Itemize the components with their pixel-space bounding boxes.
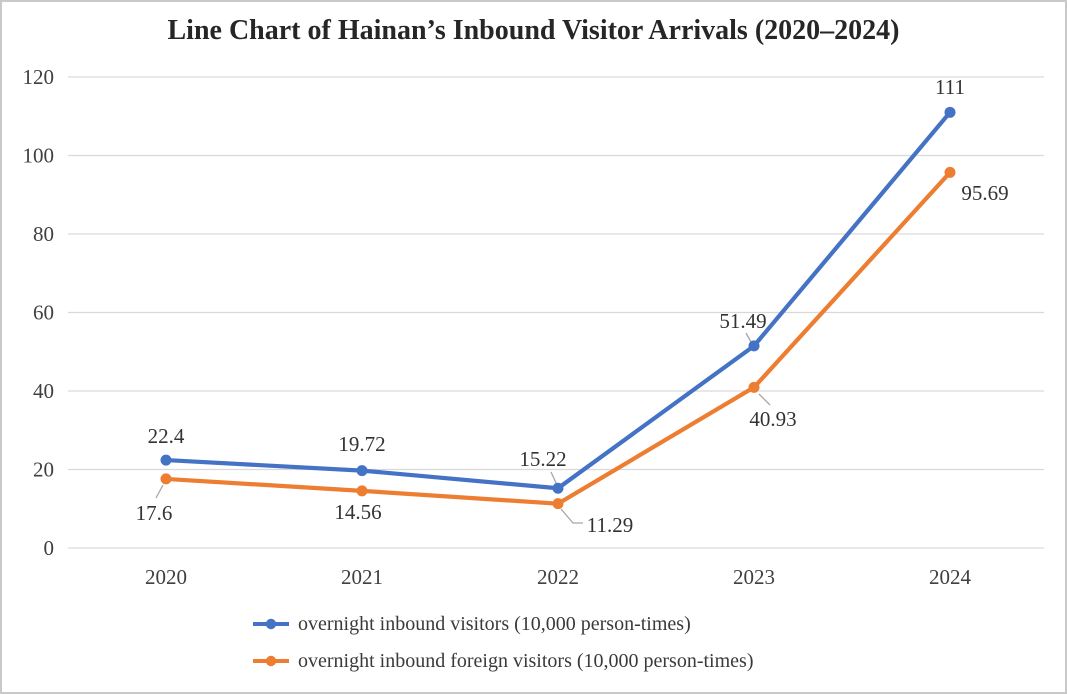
y-axis-tick-label: 80 xyxy=(33,222,54,246)
legend-label: overnight inbound visitors (10,000 perso… xyxy=(298,612,691,635)
legend-label: overnight inbound foreign visitors (10,0… xyxy=(298,649,754,672)
y-axis-tick-label: 40 xyxy=(33,379,54,403)
data-point xyxy=(944,166,956,178)
data-label: 40.93 xyxy=(749,407,796,431)
x-axis-tick-label: 2020 xyxy=(145,565,187,589)
data-point xyxy=(552,482,564,494)
leader-line xyxy=(560,508,583,524)
data-label: 14.56 xyxy=(334,500,381,524)
leader-line xyxy=(758,393,771,406)
leader-line xyxy=(155,484,164,499)
data-label: 111 xyxy=(935,75,965,99)
data-label: 11.29 xyxy=(587,513,633,537)
data-point xyxy=(356,485,368,497)
data-label: 22.4 xyxy=(148,424,185,448)
x-axis-tick-label: 2024 xyxy=(929,565,972,589)
chart-title: Line Chart of Hainan’s Inbound Visitor A… xyxy=(167,15,900,46)
data-label: 17.6 xyxy=(136,501,173,525)
leader-line xyxy=(745,332,752,343)
legend-marker-line-dot-icon xyxy=(253,655,289,667)
data-point xyxy=(748,340,760,352)
data-label: 19.72 xyxy=(338,432,385,456)
x-axis-tick-label: 2023 xyxy=(733,565,775,589)
legend-item-overnight-inbound-visitors: overnight inbound visitors (10,000 perso… xyxy=(252,610,754,638)
legend: overnight inbound visitors (10,000 perso… xyxy=(252,610,754,675)
y-axis-tick-label: 0 xyxy=(44,536,55,560)
data-point xyxy=(160,473,172,485)
data-label: 95.69 xyxy=(961,181,1008,205)
data-label: 15.22 xyxy=(519,447,566,471)
y-axis-tick-label: 120 xyxy=(23,65,55,89)
data-label: 51.49 xyxy=(719,309,766,333)
data-point xyxy=(748,381,760,393)
y-axis-tick-label: 100 xyxy=(23,144,55,168)
data-point xyxy=(552,498,564,510)
legend-marker-line-dot-icon xyxy=(253,618,289,630)
y-axis-tick-label: 20 xyxy=(33,458,54,482)
data-point xyxy=(944,106,956,118)
leader-line xyxy=(550,471,558,486)
data-point xyxy=(356,465,368,477)
x-axis-tick-label: 2021 xyxy=(341,565,383,589)
y-axis-tick-label: 60 xyxy=(33,301,54,325)
x-axis-tick-label: 2022 xyxy=(537,565,579,589)
data-point xyxy=(160,454,172,466)
legend-item-overnight-inbound-foreign-visitors: overnight inbound foreign visitors (10,0… xyxy=(252,647,754,675)
